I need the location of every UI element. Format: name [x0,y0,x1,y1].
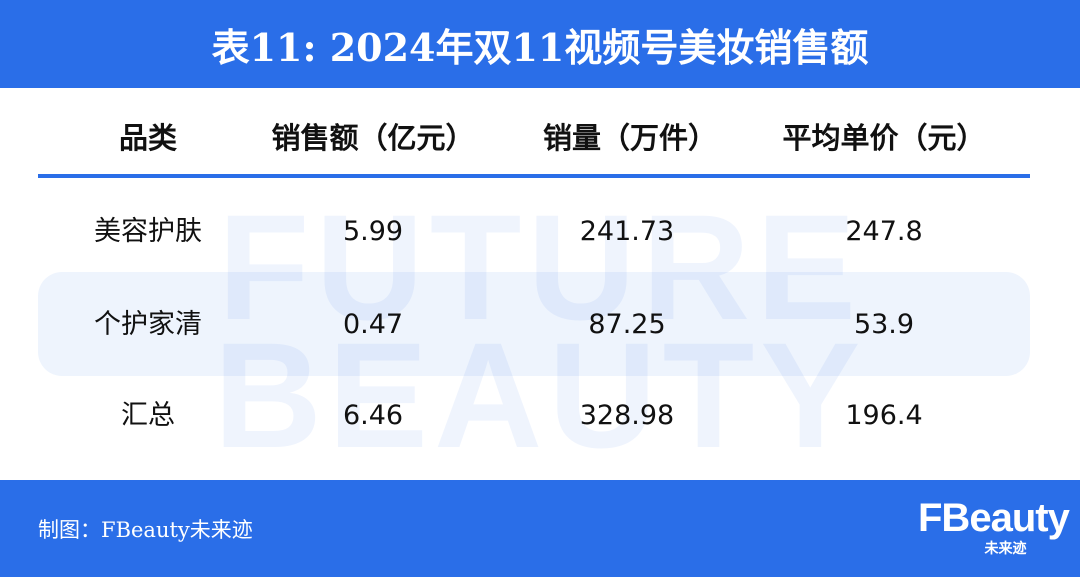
header-category: 品类 [118,121,177,155]
cell-volume: 87.25 [588,309,666,340]
logo-sub-text: 未来迹 [984,541,1027,557]
header-avg-price: 平均单价（元） [782,121,986,155]
cell-avg-price: 196.4 [845,400,923,431]
table-row: 个护家清 0.47 87.25 53.9 [0,305,1080,345]
table-row: 美容护肤 5.99 241.73 247.8 [0,212,1080,252]
fbeauty-logo: FBeauty 未来迹 [918,496,1070,558]
watermark-line-1: FUTURE [217,183,863,351]
header-volume: 销量（万件） [542,121,717,155]
cell-sales: 6.46 [342,400,404,431]
cell-category: 个护家清 [94,309,202,340]
cell-sales: 0.47 [342,309,404,340]
cell-sales: 5.99 [342,216,404,247]
cell-avg-price: 53.9 [853,309,915,340]
footer-banner: 制图：FBeauty未来迹 FBeauty 未来迹 [0,480,1080,577]
cell-volume: 241.73 [579,216,675,247]
source-credit: 制图：FBeauty未来迹 [38,518,253,542]
watermark-line-2: BEAUTY [213,311,867,479]
cell-category: 汇总 [121,400,175,431]
row-highlight [38,272,1030,376]
header-sales: 销售额（亿元） [271,121,475,155]
cell-volume: 328.98 [579,400,675,431]
table-row: 汇总 6.46 328.98 196.4 [0,396,1080,436]
page-title: 表11: 2024年双11视频号美妆销售额 [211,24,869,70]
title-banner: 表11: 2024年双11视频号美妆销售额 [0,0,1080,88]
table-header: 品类 销售额（亿元） 销量（万件） 平均单价（元） [0,118,1080,158]
logo-main-text: FBeauty [918,496,1070,540]
cell-category: 美容护肤 [94,216,202,247]
cell-avg-price: 247.8 [845,216,923,247]
header-divider [38,174,1030,178]
